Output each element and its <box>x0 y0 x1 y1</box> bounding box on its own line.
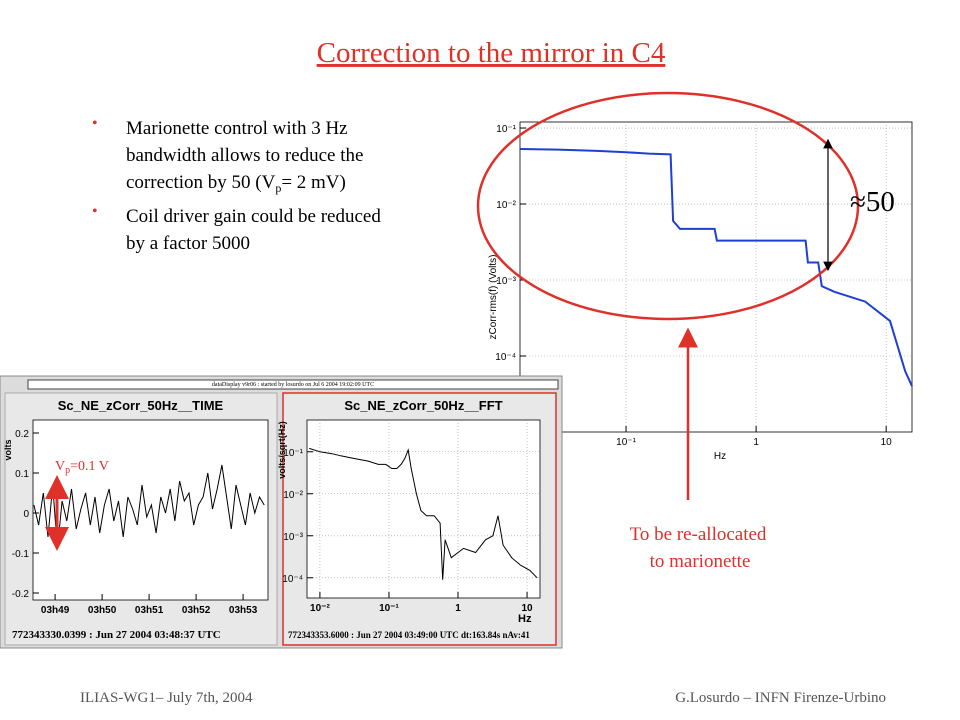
bullet-dot: • <box>92 203 98 220</box>
ratio-label: ≈50 <box>850 186 895 218</box>
main-plot: 10⁻¹ 10⁻² 10⁻³ 10⁻⁴ 10⁻¹ 1 10 zCorr-rms(f) (Vol… <box>488 121 913 462</box>
x-tick-label: 10⁻¹ <box>379 603 399 614</box>
y-tick-label: -0.1 <box>12 549 30 560</box>
data-line <box>33 464 265 550</box>
panel-title: Sc_NE_zCorr_50Hz__TIME <box>58 398 224 413</box>
panel-caption: 772343330.0399 : Jun 27 2004 03:48:37 UT… <box>12 629 221 641</box>
x-tick-label: 03h51 <box>135 605 164 616</box>
bullet-line: by a factor 5000 <box>126 233 250 254</box>
data-line <box>309 447 538 580</box>
y-tick-label: -0.2 <box>12 589 30 600</box>
x-axis-label: Hz <box>714 451 726 462</box>
bullet-line: Coil driver gain could be reduced <box>126 206 381 227</box>
y-tick-label: 0.2 <box>15 429 29 440</box>
y-tick-label: 0 <box>23 509 29 520</box>
highlight-ellipse <box>476 91 860 321</box>
vp-text: V <box>55 459 65 474</box>
vp-text: =0.1 V <box>70 459 109 474</box>
y-tick-label: 10⁻² <box>496 200 516 211</box>
time-plot: 0.2 0.1 0 -0.1 -0.2 03h49 03h50 03h51 03h52 03h53… <box>3 398 269 641</box>
x-tick-label: 10 <box>881 437 893 448</box>
plot-area <box>306 419 541 599</box>
inset: dataDisplay v9r06 : started by losurdo o… <box>0 375 563 649</box>
bullet-text: correction by 50 (V <box>126 172 276 193</box>
x-tick-label: 03h49 <box>41 605 70 616</box>
vp-label: Vp=0.1 V <box>55 459 109 476</box>
y-tick-label: 10⁻⁴ <box>282 574 303 585</box>
x-axis-label: Hz <box>518 613 532 625</box>
x-tick-label: 1 <box>753 437 759 448</box>
y-tick-label: 10⁻³ <box>496 276 516 287</box>
y-tick-label: 10⁻¹ <box>283 448 303 459</box>
x-tick-label: 10⁻² <box>310 603 330 614</box>
y-axis-label: zCorr-rms(f) (Volts) <box>488 255 499 340</box>
y-tick-label: 10⁻¹ <box>496 124 516 135</box>
y-axis-label: volts <box>3 439 13 460</box>
y-axis-label: volts/sqrt(Hz) <box>277 421 287 479</box>
bullet-line: Marionette control with 3 Hz <box>126 118 348 139</box>
note-line: To be re-allocated <box>630 524 767 545</box>
bullet-text: = 2 mV) <box>281 172 346 193</box>
x-tick-label: 10 <box>521 603 533 614</box>
x-tick-label: 03h52 <box>182 605 211 616</box>
inset-header: dataDisplay v9r06 : started by losurdo o… <box>212 382 374 388</box>
x-tick-label: 03h50 <box>88 605 117 616</box>
x-tick-label: 10⁻¹ <box>616 437 636 448</box>
y-tick-label: 10⁻² <box>283 490 303 501</box>
panel-caption: 772343353.6000 : Jun 27 2004 03:49:00 UT… <box>288 630 530 640</box>
y-tick-label: 10⁻³ <box>283 532 303 543</box>
bullet-dot: • <box>92 115 98 132</box>
y-tick-label: 0.1 <box>15 469 29 480</box>
slide-title: Correction to the mirror in C4 <box>317 37 666 69</box>
subscript: p <box>275 181 281 195</box>
panel-title: Sc_NE_zCorr_50Hz__FFT <box>344 398 502 413</box>
plot-area <box>519 121 913 433</box>
inset-header-bar <box>27 379 559 390</box>
bullet-line: bandwidth allows to reduce the <box>126 145 363 166</box>
x-tick-label: 1 <box>455 603 461 614</box>
x-tick-label: 03h53 <box>229 605 258 616</box>
footer-right: G.Losurdo – INFN Firenze-Urbino <box>675 690 886 706</box>
fft-plot: 10⁻¹ 10⁻² 10⁻³ 10⁻⁴ 10⁻² 10⁻¹ 1 10 Sc_NE_zCorr_5… <box>277 398 541 640</box>
bullet-line: correction by 50 (Vp= 2 mV) <box>126 172 346 195</box>
data-line <box>519 148 913 387</box>
note-line: to marionette <box>650 551 751 572</box>
subscript: p <box>65 465 70 476</box>
y-tick-label: 10⁻⁴ <box>495 352 516 363</box>
bullet-list: • Marionette control with 3 Hz bandwidth… <box>92 115 381 254</box>
footer-left: ILIAS-WG1– July 7th, 2004 <box>80 690 253 706</box>
